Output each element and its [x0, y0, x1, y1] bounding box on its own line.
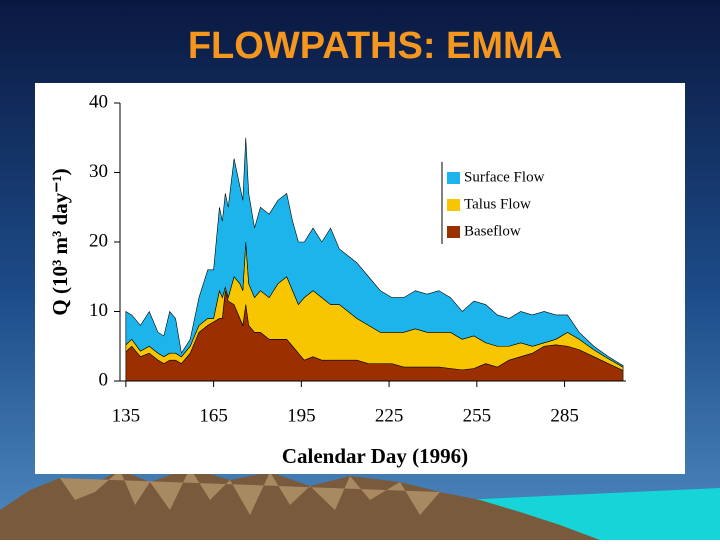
area — [125, 137, 624, 368]
x-tick-label: 165 — [199, 405, 228, 426]
slide-title: FLOWPATHS: EMMA — [188, 25, 562, 67]
x-tick-label: 285 — [550, 405, 579, 426]
plot-area: 0 10 20 30 40 135 165 195 225 255 285 Surface Flow T… — [89, 91, 626, 426]
mountain-highlights — [60, 468, 440, 515]
y-tick-label: 30 — [89, 161, 108, 182]
y-tick-label: 10 — [89, 300, 108, 321]
x-tick-label: 255 — [463, 405, 492, 426]
legend-swatch — [447, 172, 460, 184]
x-tick-label: 195 — [287, 405, 316, 426]
legend-label: Surface Flow — [464, 169, 545, 185]
y-axis-label: Q (10³ m³ day⁻¹) — [48, 168, 72, 315]
x-tick-label: 135 — [112, 405, 141, 426]
y-tick-label: 0 — [99, 369, 109, 390]
x-axis-label: Calendar Day (1996) — [282, 444, 468, 468]
mountains — [0, 468, 600, 540]
legend-label: Baseflow — [464, 223, 521, 239]
y-tick-label: 20 — [89, 230, 108, 251]
legend-swatch — [447, 199, 460, 211]
legend-label: Talus Flow — [464, 196, 531, 212]
x-tick-label: 225 — [375, 405, 404, 426]
legend-swatch — [447, 226, 460, 238]
y-tick-label: 40 — [89, 91, 108, 112]
